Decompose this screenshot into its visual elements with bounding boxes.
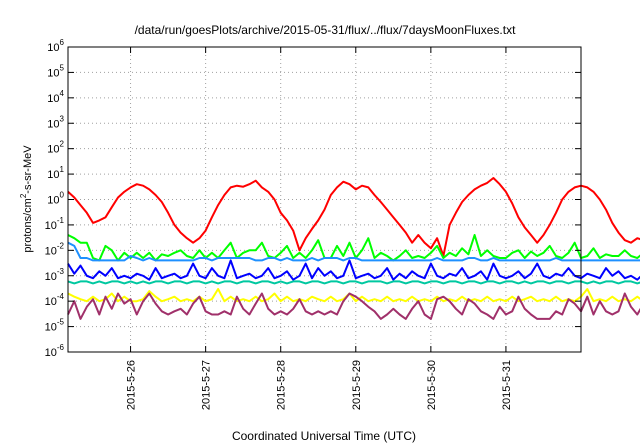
y-tick-base: 10 [45,245,57,257]
y-tick-base: 10 [45,220,57,232]
y-tick-label: 103 [47,114,64,130]
y-tick-label: 105 [47,63,64,79]
series-line [67,259,640,281]
series-line [67,292,640,320]
y-tick-base: 10 [45,322,57,334]
y-tick-label: 10-1 [45,216,65,232]
y-tick-exponent: 5 [60,63,65,72]
y-tick-exponent: 4 [60,89,65,98]
y-tick-label: 104 [47,89,64,105]
y-tick-exponent: -3 [57,267,65,276]
y-axis-label: protons/cm2-s-sr-MeV [19,145,34,253]
y-tick-label: 100 [47,191,64,207]
x-tick-label: 2015-5-26 [126,360,138,410]
series-line [67,241,640,262]
y-tick-base: 10 [45,296,57,308]
y-tick-label: 10-4 [45,292,65,308]
y-axis-label-superscript: 2 [19,193,28,198]
y-axis-ticks: 10-610-510-410-310-210-11001011021031041… [45,38,581,359]
x-tick-label: 2015-5-27 [201,360,213,410]
chart-title: /data/run/goesPlots/archive/2015-05-31/f… [135,23,517,37]
y-tick-base: 10 [47,144,59,156]
y-tick-exponent: -1 [57,216,65,225]
data-series [67,177,640,320]
y-tick-exponent: 3 [60,114,65,123]
y-tick-base: 10 [47,67,59,79]
y-tick-base: 10 [47,195,59,207]
y-tick-exponent: -2 [57,241,65,250]
x-tick-label: 2015-5-31 [501,360,513,410]
y-tick-exponent: 1 [60,165,65,174]
y-axis-label-main: protons/cm [22,198,34,252]
y-tick-base: 10 [47,118,59,130]
y-tick-exponent: -5 [57,318,65,327]
y-tick-label: 106 [47,38,64,54]
series-line [67,234,640,262]
y-tick-exponent: 6 [60,38,65,47]
series-line [67,177,640,257]
y-tick-exponent: 0 [60,191,65,200]
x-axis-label: Coordinated Universal Time (UTC) [232,429,416,443]
x-tick-label: 2015-5-30 [426,360,438,410]
series-line [67,280,640,285]
y-tick-base: 10 [45,271,57,283]
x-axis-ticks: 2015-5-26 2015-5-27 2015-5-28 2015-5-29 2015… [126,47,513,410]
y-tick-label: 10-6 [45,343,65,359]
grid-lines [68,47,581,352]
y-tick-base: 10 [47,169,59,181]
y-tick-base: 10 [47,93,59,105]
y-tick-exponent: -6 [57,343,65,352]
x-tick-label: 2015-5-28 [276,360,288,410]
y-tick-label: 10-5 [45,318,65,334]
y-tick-label: 101 [47,165,64,181]
y-tick-exponent: 2 [60,140,65,149]
y-tick-label: 10-2 [45,241,65,257]
y-axis-label-rest: -s-sr-MeV [22,145,34,194]
y-tick-base: 10 [45,347,57,359]
y-tick-base: 10 [47,42,59,54]
x-tick-label: 2015-5-29 [351,360,363,410]
y-tick-exponent: -4 [57,292,65,301]
y-tick-label: 10-3 [45,267,65,283]
y-tick-label: 102 [47,140,64,156]
